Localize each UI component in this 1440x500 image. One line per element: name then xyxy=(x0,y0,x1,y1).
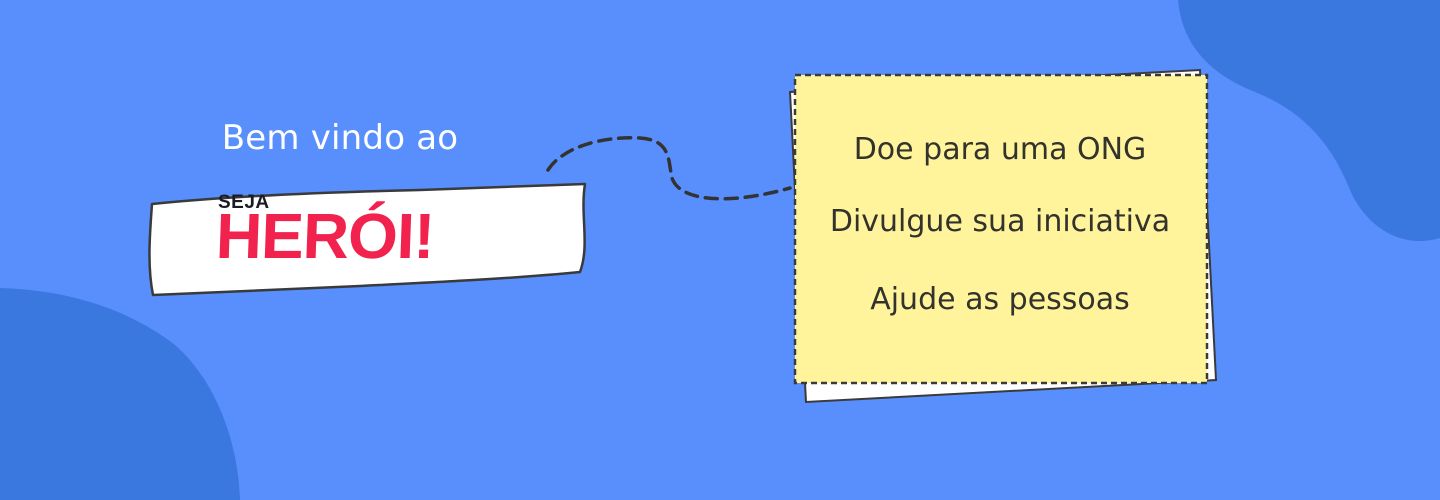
seja-heroi-logo: SEJA HERÓI! xyxy=(140,178,600,306)
logo-small-text: SEJA xyxy=(218,192,270,213)
sticky-note xyxy=(793,73,1209,385)
note-content: Doe para uma ONG Divulgue sua iniciativa… xyxy=(780,62,1230,412)
note-item-share: Divulgue sua iniciativa xyxy=(829,204,1171,239)
bottom-left-blob xyxy=(0,288,240,500)
logo-big-text: HERÓI! xyxy=(214,200,436,272)
note-item-donate: Doe para uma ONG xyxy=(853,132,1147,167)
welcome-text: Bem vindo ao xyxy=(221,118,459,158)
dashed-arrow-line xyxy=(546,136,792,201)
top-right-blob xyxy=(1178,0,1440,242)
note-item-help: Ajude as pessoas xyxy=(870,282,1130,317)
logo-tag xyxy=(148,182,587,297)
